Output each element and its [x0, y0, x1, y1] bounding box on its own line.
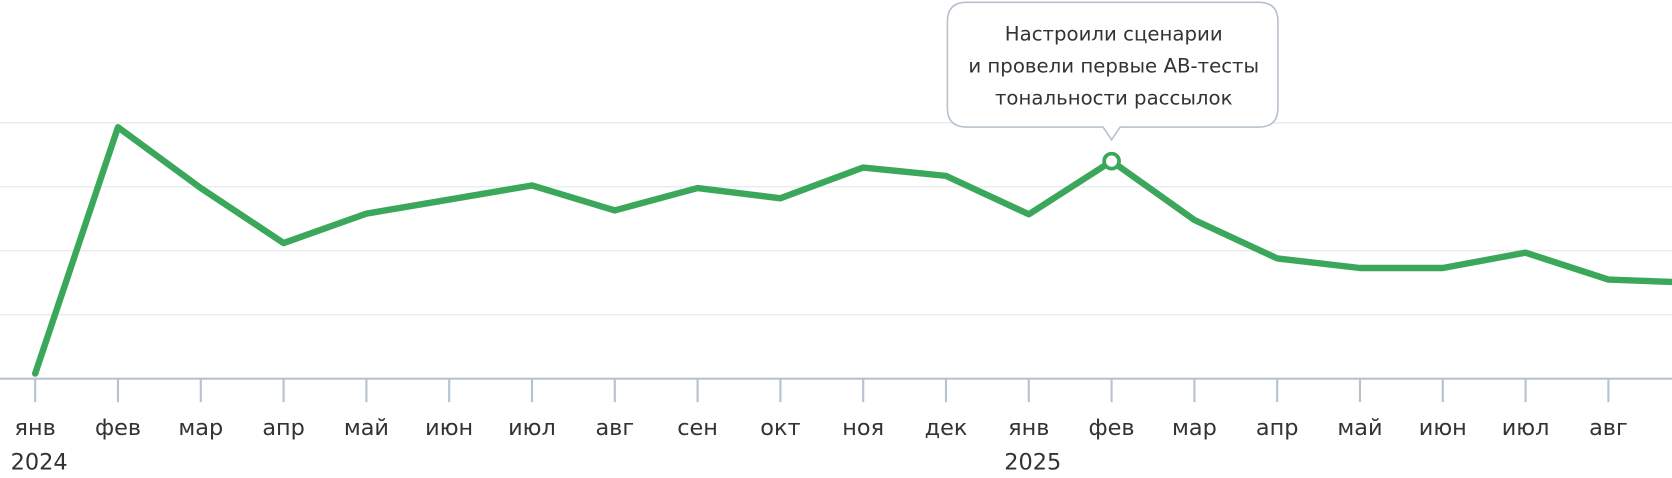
x-tick-label: май — [344, 415, 389, 441]
x-tick-label: окт — [760, 415, 800, 441]
annotation-box — [946, 1, 1279, 142]
x-tick-label: мар — [178, 415, 223, 441]
x-tick-label: сен — [677, 415, 718, 441]
x-tick-label: июл — [1502, 415, 1550, 441]
x-tick-label: июл — [508, 415, 556, 441]
year-label: 2025 — [1004, 449, 1061, 475]
x-tick-label: янв — [15, 415, 56, 441]
x-tick-label: авг — [595, 415, 634, 441]
x-tick-label: дек — [925, 415, 968, 441]
highlight-point — [1102, 151, 1121, 171]
x-tick-label: фев — [1089, 415, 1135, 441]
line — [31, 124, 1672, 377]
x-tick-label: апр — [1256, 415, 1299, 441]
annotation-text: Настроили сценарии — [1005, 23, 1223, 46]
x-tick-label: мар — [1172, 415, 1217, 441]
x-tick-label: авг — [1589, 415, 1628, 441]
x-tick-label: фев — [95, 415, 141, 441]
year-label: 2024 — [11, 449, 68, 475]
x-tick-label: май — [1337, 415, 1382, 441]
x-tick-label: ноя — [842, 415, 884, 441]
x-tick-label: янв — [1008, 415, 1049, 441]
annotation-text: тональности рассылок — [995, 87, 1233, 110]
x-tick-label: апр — [262, 415, 305, 441]
x-tick-label: июн — [425, 415, 473, 441]
x-tick-label: июн — [1419, 415, 1467, 441]
annotation-text: и провели первые AB-тесты — [968, 55, 1259, 78]
